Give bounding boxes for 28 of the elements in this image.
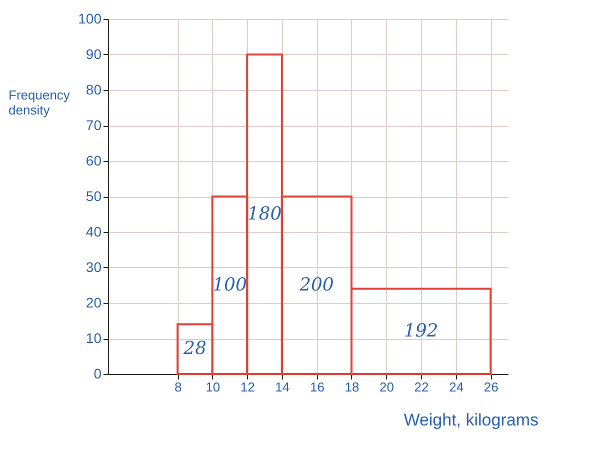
x-tick-label: 14 — [275, 380, 290, 394]
x-tick-label: 12 — [240, 380, 255, 394]
y-tick-label: 60 — [86, 152, 102, 168]
x-axis-title: Weight, kilograms — [404, 410, 538, 430]
x-tick-label: 24 — [449, 380, 464, 394]
y-tick-label: 20 — [86, 294, 102, 310]
x-tick-label: 16 — [310, 380, 324, 394]
x-tick-label: 8 — [174, 380, 182, 394]
y-tick-label: 90 — [86, 46, 102, 62]
y-tick-label: 40 — [86, 224, 102, 240]
annotation: 200 — [298, 274, 334, 296]
x-tick-label: 20 — [380, 380, 394, 394]
y-tick-label: 100 — [78, 10, 102, 26]
y-tick-label: 0 — [94, 366, 102, 382]
y-tick-label: 10 — [86, 330, 102, 346]
x-tick-label: 26 — [484, 380, 498, 394]
y-tick-label: 50 — [86, 188, 102, 204]
annotation: 100 — [212, 274, 247, 296]
y-tick-label: 30 — [86, 259, 102, 275]
y-axis-title: Frequency density — [8, 88, 70, 118]
annotation: 180 — [247, 203, 282, 224]
annotation: 28 — [182, 338, 206, 360]
x-tick-label: 22 — [414, 380, 429, 394]
y-tick-label: 80 — [86, 82, 102, 98]
annotation: 192 — [404, 320, 438, 342]
x-tick-label: 18 — [344, 380, 360, 394]
x-tick-label: 10 — [206, 380, 220, 394]
y-tick-label: 70 — [86, 117, 102, 133]
